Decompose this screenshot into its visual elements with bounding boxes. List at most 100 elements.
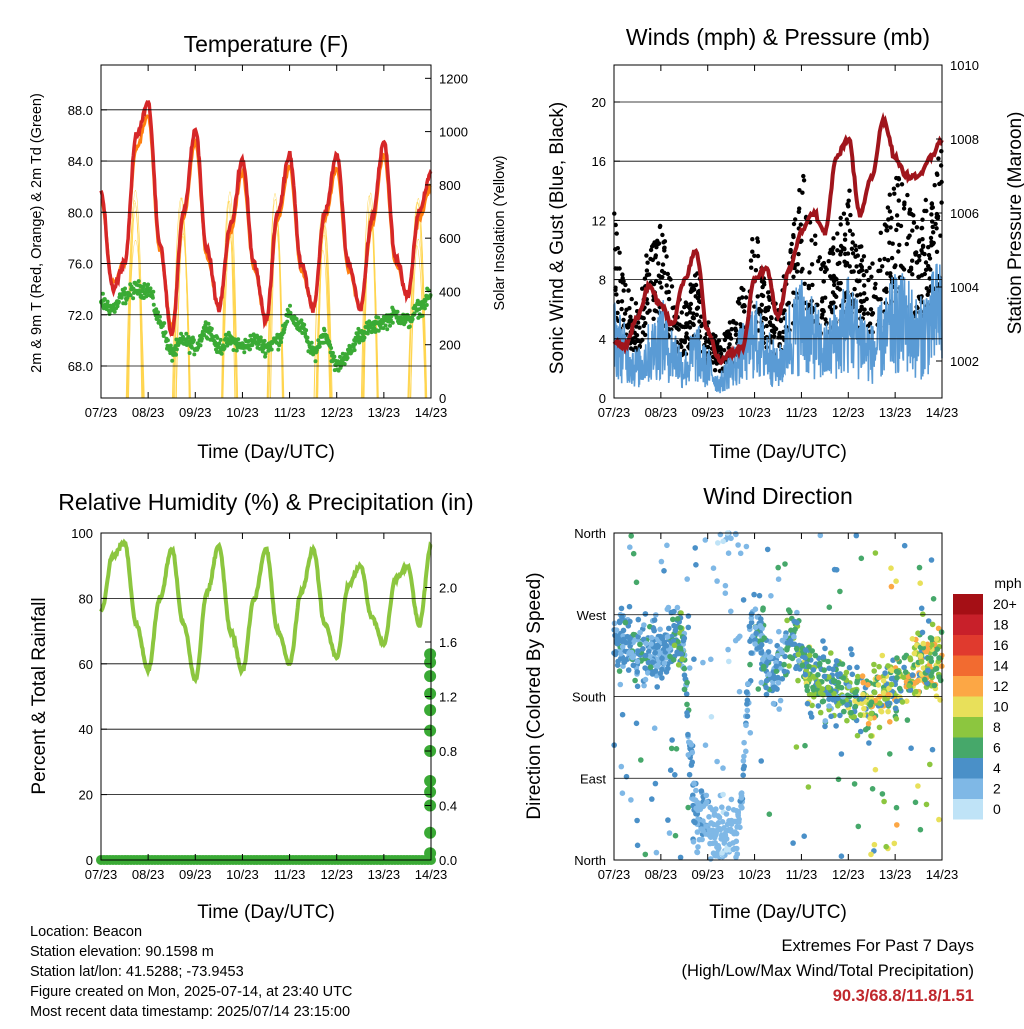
gust-point [689,288,694,293]
direction-point [871,668,877,674]
gust-point [682,324,687,330]
dewpoint-point [390,320,395,325]
direction-point [677,624,684,631]
direction-point [758,650,764,656]
direction-point [627,618,633,625]
direction-point [703,823,709,829]
direction-point [745,681,751,687]
gust-point [733,328,739,333]
direction-point [647,664,654,670]
direction-point [677,854,684,861]
gust-point [697,299,702,304]
direction-point [665,817,671,823]
gust-point [914,225,920,230]
direction-point [924,641,931,648]
legend-label: 12 [993,678,1009,694]
gust-point [865,311,871,316]
dewpoint-point [305,335,310,340]
gust-point [838,215,843,221]
gust-point [866,277,871,283]
direction-point [794,609,800,616]
gust-point [932,183,937,188]
direction-point [696,836,703,843]
solar-trace [410,239,427,399]
gust-point [641,323,646,329]
direction-point [616,668,623,674]
dewpoint-point [345,355,350,360]
direction-point [804,683,810,690]
gust-point [927,256,933,261]
gust-point [928,235,934,241]
gust-point [738,322,743,327]
direction-point [880,677,887,684]
direction-point [868,699,875,705]
direction-point [634,842,641,849]
gust-point [846,198,851,203]
gust-point [853,247,859,253]
direction-point [844,717,850,724]
x-tick-label: 10/23 [738,867,771,882]
legend-swatch [953,655,983,676]
y2-tick-label: 1002 [950,354,979,369]
direction-point [736,819,742,825]
info-recent: Most recent data timestamp: 2025/07/14 2… [30,1004,351,1020]
dewpoint-point [381,326,386,331]
dewpoint-point [263,354,268,359]
dewpoint-point [234,348,239,353]
direction-point [869,786,876,792]
dewpoint-point [248,347,252,352]
direction-point [747,661,753,668]
direction-point [652,780,659,787]
dewpoint-point [372,323,376,328]
direction-point [698,826,704,832]
direction-point [857,728,864,735]
dewpoint-point [184,331,189,336]
gust-point [684,301,689,307]
direction-point [881,690,887,696]
gust-point [798,222,803,227]
gust-point [633,301,639,306]
direction-point [788,627,794,634]
direction-point [741,753,747,760]
direction-point [888,583,895,590]
direction-point [920,644,926,651]
direction-point [635,648,641,654]
direction-point [796,658,802,664]
direction-point [714,758,720,765]
gust-point [862,307,867,312]
gust-point [882,256,887,262]
direction-point [882,670,888,676]
humidity-panel: Relative Humidity (%) & Precipitation (i… [29,489,474,923]
direction-point [642,851,649,858]
direction-point [738,790,745,796]
dewpoint-point [281,330,286,335]
gust-point [923,260,929,265]
direction-point [618,763,625,770]
gust-point [693,282,699,288]
gust-point [917,238,922,243]
dewpoint-point [424,303,429,307]
direction-point [787,654,793,660]
gust-point [929,201,934,207]
direction-point [795,651,802,658]
direction-point [740,758,747,764]
gust-point [917,253,922,259]
y2-tick-label: 1008 [950,132,979,147]
winds-y2-label: Station Pressure (Maroon) [1005,112,1024,335]
direction-point [907,655,913,661]
gust-point [824,320,829,326]
direction-point [770,700,777,707]
direction-point [919,629,926,636]
gust-point [659,268,665,274]
gust-point [904,241,909,247]
legend-swatch [953,799,983,820]
direction-point [638,757,644,763]
gust-point [842,232,848,237]
direction-point [765,649,772,655]
direction-point [820,638,826,644]
gust-point [936,156,941,161]
direction-point [924,646,931,652]
direction-point [671,622,677,629]
dewpoint-point [376,328,381,333]
